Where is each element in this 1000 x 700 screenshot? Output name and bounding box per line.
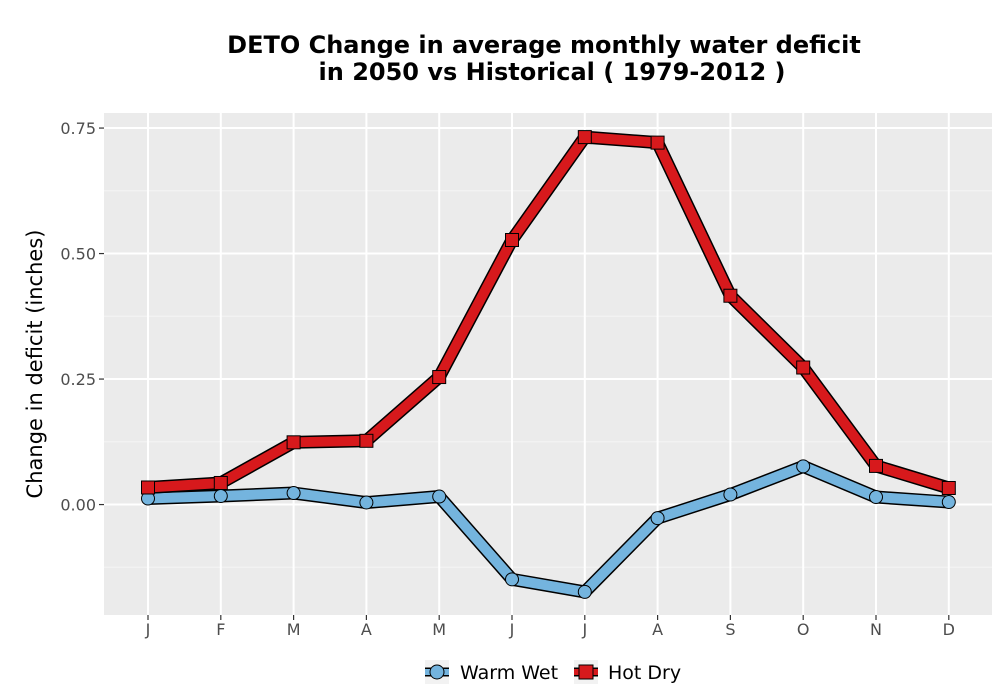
data-point-warm-wet [577, 584, 592, 599]
legend-marker-hot-dry [578, 664, 594, 680]
legend-label-warm-wet: Warm Wet [460, 662, 558, 684]
data-point-warm-wet [723, 487, 738, 502]
data-point-hot-dry [359, 433, 374, 448]
legend-marker-warm-wet [429, 664, 445, 680]
x-tick-label: D [943, 620, 955, 639]
data-point-warm-wet [650, 511, 665, 526]
data-point-warm-wet [505, 572, 519, 587]
x-tick-label: A [361, 620, 372, 639]
chart-title-line2: in 2050 vs Historical ( 1979-2012 ) [319, 58, 786, 86]
chart-title-line1: DETO Change in average monthly water def… [227, 31, 861, 59]
data-point-warm-wet [432, 489, 447, 504]
data-point-warm-wet [796, 459, 811, 474]
data-point-warm-wet [869, 490, 883, 505]
x-tick-label: J [145, 620, 151, 639]
y-tick-label: 0.75 [60, 119, 96, 138]
x-tick-label: J [509, 620, 515, 639]
data-point-hot-dry [723, 288, 738, 303]
y-tick-label: 0.25 [60, 370, 96, 389]
series-line-hot-dry [143, 132, 954, 493]
y-tick-label: 0.00 [60, 496, 96, 515]
data-point-warm-wet [213, 489, 228, 504]
data-point-warm-wet [359, 495, 374, 510]
legend: Warm Wet Hot Dry [425, 660, 681, 684]
series-line-warm-wet [143, 461, 954, 597]
legend-label-hot-dry: Hot Dry [608, 662, 681, 684]
data-point-hot-dry [213, 475, 228, 490]
x-tick-label: J [581, 620, 587, 639]
data-point-hot-dry [869, 458, 883, 473]
data-point-warm-wet [941, 495, 956, 510]
data-point-hot-dry [505, 233, 519, 248]
y-tick-label: 0.50 [60, 245, 96, 264]
data-point-hot-dry [286, 435, 301, 450]
x-tick-label: M [432, 620, 446, 639]
y-axis: 0.00 0.25 0.50 0.75 [60, 119, 104, 515]
x-tick-label: A [652, 620, 663, 639]
x-tick-label: S [725, 620, 735, 639]
x-tick-label: O [797, 620, 810, 639]
x-tick-label: M [287, 620, 301, 639]
grid-major [104, 113, 992, 615]
data-point-hot-dry [141, 480, 155, 495]
x-tick-label: N [870, 620, 882, 639]
data-point-hot-dry [650, 135, 665, 150]
data-point-hot-dry [796, 360, 811, 375]
data-point-hot-dry [432, 370, 447, 385]
series-layer [141, 130, 956, 599]
x-tick-label: F [216, 620, 225, 639]
data-point-hot-dry [577, 130, 592, 145]
data-point-warm-wet [286, 486, 301, 501]
data-point-hot-dry [941, 480, 956, 495]
y-axis-label: Change in deficit (inches) [23, 230, 47, 499]
